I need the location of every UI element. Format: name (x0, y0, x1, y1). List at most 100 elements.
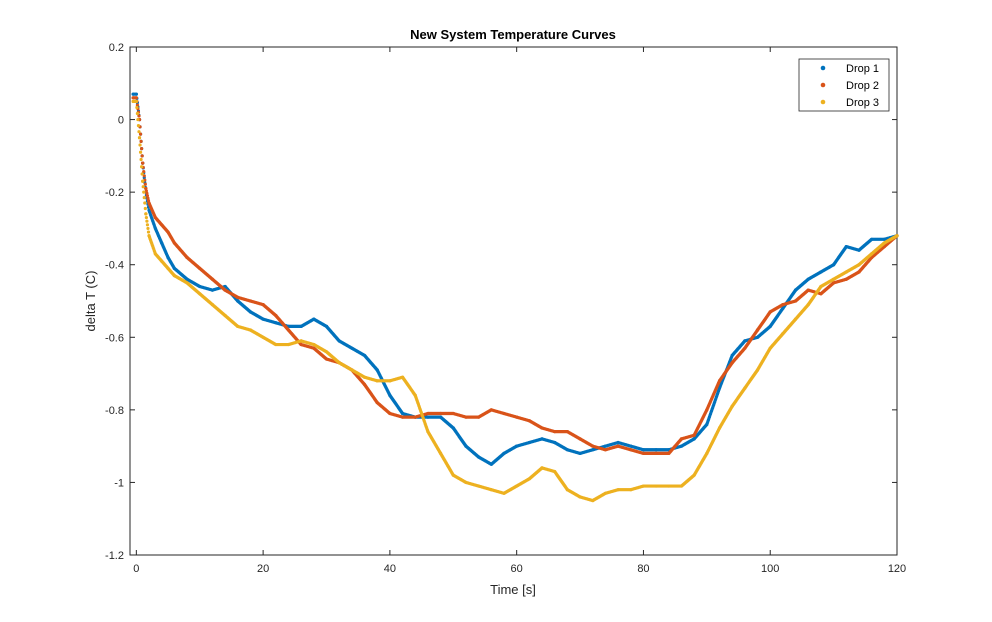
data-point (667, 484, 671, 488)
data-point (730, 404, 734, 408)
data-point (286, 342, 291, 347)
y-tick-label: -0.6 (105, 332, 124, 344)
x-axis-label: Time [s] (490, 582, 536, 597)
data-point (768, 310, 772, 314)
data-point (654, 448, 658, 452)
data-point (400, 411, 405, 416)
data-point (692, 473, 696, 477)
data-point (198, 292, 202, 296)
data-point (324, 357, 329, 361)
data-point (616, 488, 620, 492)
data-point (141, 179, 145, 183)
data-point (134, 92, 138, 96)
data-point (565, 488, 569, 492)
data-point (388, 411, 392, 416)
data-point (172, 266, 176, 270)
data-point (768, 346, 772, 350)
data-point (160, 241, 164, 245)
data-point (553, 469, 557, 474)
data-point (439, 451, 443, 455)
x-tick-label: 120 (888, 563, 906, 575)
data-point (591, 498, 595, 503)
data-point (781, 306, 785, 310)
data-point (324, 350, 329, 354)
data-point (793, 317, 798, 321)
data-point (819, 270, 823, 274)
series-drop-2 (131, 96, 899, 455)
data-point (350, 346, 354, 350)
data-point (274, 313, 278, 318)
data-point (578, 495, 582, 499)
data-point (870, 237, 874, 241)
data-point (147, 201, 151, 205)
data-point (286, 328, 291, 332)
data-point (553, 430, 557, 434)
data-point (172, 274, 176, 278)
data-point (134, 96, 138, 100)
data-point (692, 433, 696, 437)
data-point (362, 375, 367, 379)
data-point (261, 317, 265, 321)
x-tick-label: 0 (133, 563, 139, 575)
data-point (502, 411, 506, 416)
data-point (166, 230, 170, 234)
data-point (717, 386, 722, 390)
data-point (400, 415, 405, 419)
data-point (540, 437, 544, 441)
data-point (743, 346, 747, 350)
data-point (755, 368, 760, 372)
y-tick-label: -0.2 (105, 187, 124, 199)
data-point (141, 161, 145, 165)
data-point (248, 299, 253, 303)
data-point (464, 415, 468, 419)
data-point (388, 393, 392, 397)
data-point (591, 444, 595, 448)
data-point (261, 303, 265, 307)
data-point (629, 444, 633, 448)
data-point (870, 252, 874, 256)
data-point (603, 491, 608, 495)
data-point (654, 484, 658, 488)
data-point (717, 426, 722, 430)
data-point (198, 284, 202, 289)
y-tick-label: -1 (114, 477, 124, 489)
data-point (350, 368, 354, 372)
legend-marker-drop-3 (820, 99, 826, 105)
data-point (131, 99, 135, 104)
chart-title: New System Temperature Curves (410, 27, 616, 42)
data-point (439, 411, 443, 416)
data-point (362, 382, 367, 387)
data-point (426, 415, 430, 419)
data-point (730, 353, 734, 358)
data-point (857, 248, 861, 252)
data-point (160, 223, 164, 227)
data-point (793, 299, 798, 303)
data-point (819, 292, 823, 296)
data-point (692, 437, 696, 441)
data-point (337, 339, 341, 343)
data-point (413, 393, 417, 397)
data-point (502, 451, 506, 455)
data-point (844, 244, 848, 249)
data-point (223, 313, 227, 318)
data-point (515, 484, 519, 488)
data-point (451, 411, 455, 416)
data-point (489, 408, 493, 412)
data-point (540, 426, 544, 430)
data-point (299, 339, 303, 343)
data-point (362, 353, 367, 358)
data-point (578, 451, 582, 455)
data-point (679, 484, 684, 488)
data-point (477, 455, 481, 459)
legend-label-drop-2: Drop 2 (846, 80, 879, 92)
data-point (895, 234, 899, 238)
data-point (527, 477, 531, 481)
data-point (312, 346, 316, 350)
legend-marker-drop-2 (820, 82, 826, 88)
data-point (781, 303, 785, 307)
legend: Drop 1 Drop 2 Drop 3 (798, 58, 890, 112)
y-tick-label: -1.2 (105, 550, 124, 562)
data-point (717, 379, 722, 383)
data-point (832, 281, 836, 285)
data-point (236, 299, 240, 303)
